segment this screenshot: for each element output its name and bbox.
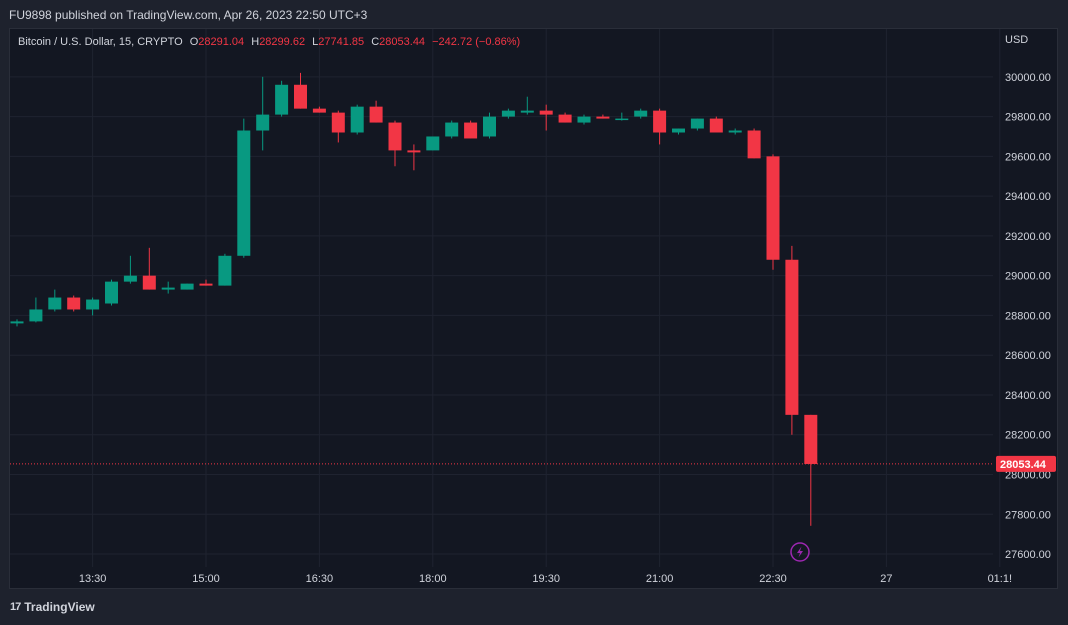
price-tick-label: 28200.00 xyxy=(1005,430,1051,442)
candle-body[interactable] xyxy=(672,128,685,133)
candle-body[interactable] xyxy=(747,130,761,159)
candle-body[interactable] xyxy=(804,414,818,464)
candle-body[interactable] xyxy=(67,297,81,310)
chart-frame[interactable]: 27600.00 27800.00 28000.00 28200.00 28400.00… xyxy=(9,28,1058,589)
price-tick-label: 28000.00 xyxy=(1005,470,1051,482)
time-tick-label: 18:00 xyxy=(419,573,447,585)
candle-body[interactable] xyxy=(123,275,137,282)
high-label: H xyxy=(251,36,259,48)
candles xyxy=(10,72,818,526)
price-tick-label: 29400.00 xyxy=(1005,191,1051,203)
price-tick-label: 28800.00 xyxy=(1005,310,1051,322)
currency-label: USD xyxy=(1005,34,1028,46)
time-tick-label: 21:00 xyxy=(646,573,674,585)
time-tick-label: 27 xyxy=(880,573,892,585)
last-price-badge xyxy=(996,455,1056,472)
candle-body[interactable] xyxy=(161,287,175,290)
last-price-label: 28053.44 xyxy=(1000,459,1047,471)
candle-body[interactable] xyxy=(520,110,534,113)
candle-body[interactable] xyxy=(256,114,270,131)
price-tick-label: 29000.00 xyxy=(1005,271,1051,283)
candle-body[interactable] xyxy=(294,84,307,109)
candle-body[interactable] xyxy=(539,110,553,115)
candle-body[interactable] xyxy=(312,108,326,113)
tradingview-branding[interactable]: 17 TradingView xyxy=(10,600,95,614)
time-tick-label: 19:30 xyxy=(532,573,560,585)
price-axis: 27600.00 27800.00 28000.00 28200.00 28400.00… xyxy=(1005,72,1051,561)
candle-body[interactable] xyxy=(199,283,213,286)
candle-body[interactable] xyxy=(766,156,780,260)
price-tick-label: 29600.00 xyxy=(1005,151,1051,163)
publish-info: FU9898 published on TradingView.com, Apr… xyxy=(9,8,368,22)
candle-body[interactable] xyxy=(596,116,610,119)
candle-body[interactable] xyxy=(464,122,478,139)
candle-body[interactable] xyxy=(407,150,421,153)
candle-body[interactable] xyxy=(634,110,648,117)
low-value: 27741.85 xyxy=(318,36,364,48)
candle-body[interactable] xyxy=(237,130,251,256)
candle-body[interactable] xyxy=(709,118,723,133)
candle-body[interactable] xyxy=(350,106,364,133)
candle-body[interactable] xyxy=(29,309,43,322)
time-tick-label: 22:30 xyxy=(759,573,787,585)
close-value: 28053.44 xyxy=(379,36,425,48)
candle-body[interactable] xyxy=(653,110,667,133)
price-tick-label: 27800.00 xyxy=(1005,509,1051,521)
brand-name: TradingView xyxy=(24,600,95,614)
candle-body[interactable] xyxy=(180,283,194,290)
price-tick-label: 29800.00 xyxy=(1005,112,1051,124)
candle-body[interactable] xyxy=(275,84,289,115)
candle-body[interactable] xyxy=(577,116,591,123)
price-tick-label: 27600.00 xyxy=(1005,549,1051,561)
price-tick-label: 28600.00 xyxy=(1005,350,1051,362)
symbol-label: Bitcoin / U.S. Dollar, 15, CRYPTO xyxy=(18,36,183,48)
candle-body[interactable] xyxy=(426,136,440,151)
candle-body[interactable] xyxy=(369,106,383,123)
candle-body[interactable] xyxy=(558,114,572,123)
time-tick-label: 16:30 xyxy=(306,573,334,585)
candle-body[interactable] xyxy=(728,130,742,133)
candle-body[interactable] xyxy=(388,122,402,151)
candle-body[interactable] xyxy=(690,118,704,129)
time-tick-label: 01:1! xyxy=(988,573,1012,585)
candle-body[interactable] xyxy=(48,297,62,310)
grid-lines xyxy=(10,29,1001,567)
candle-body[interactable] xyxy=(10,321,24,324)
high-value: 28299.62 xyxy=(259,36,305,48)
candle-body[interactable] xyxy=(142,275,156,290)
flash-icon[interactable] xyxy=(790,542,810,562)
price-tick-label: 29200.00 xyxy=(1005,231,1051,243)
open-value: 28291.04 xyxy=(198,36,244,48)
candle-body[interactable] xyxy=(86,299,100,310)
change-value: −242.72 (−0.86%) xyxy=(432,36,520,48)
candle-body[interactable] xyxy=(615,118,629,121)
time-axis: 13:30 15:00 16:30 18:00 19:30 21:00 22:30 27 01:… xyxy=(79,573,1012,585)
candle-body[interactable] xyxy=(331,112,345,133)
candle-body[interactable] xyxy=(785,259,799,415)
price-tick-label: 30000.00 xyxy=(1005,72,1051,84)
candle-body[interactable] xyxy=(105,281,118,304)
candle-body[interactable] xyxy=(445,122,459,137)
chart-legend: Bitcoin / U.S. Dollar, 15, CRYPTO O28291… xyxy=(18,36,520,48)
time-tick-label: 13:30 xyxy=(79,573,107,585)
low-label: L xyxy=(312,36,318,48)
open-label: O xyxy=(190,36,199,48)
price-tick-label: 28400.00 xyxy=(1005,390,1051,402)
candle-body[interactable] xyxy=(483,116,496,137)
time-tick-label: 15:00 xyxy=(192,573,220,585)
tradingview-logo-icon: 17 xyxy=(10,601,21,613)
candle-body[interactable] xyxy=(218,255,232,286)
candlestick-chart[interactable]: 27600.00 27800.00 28000.00 28200.00 28400.00… xyxy=(10,29,1057,588)
candle-body[interactable] xyxy=(501,110,515,117)
close-label: C xyxy=(371,36,379,48)
